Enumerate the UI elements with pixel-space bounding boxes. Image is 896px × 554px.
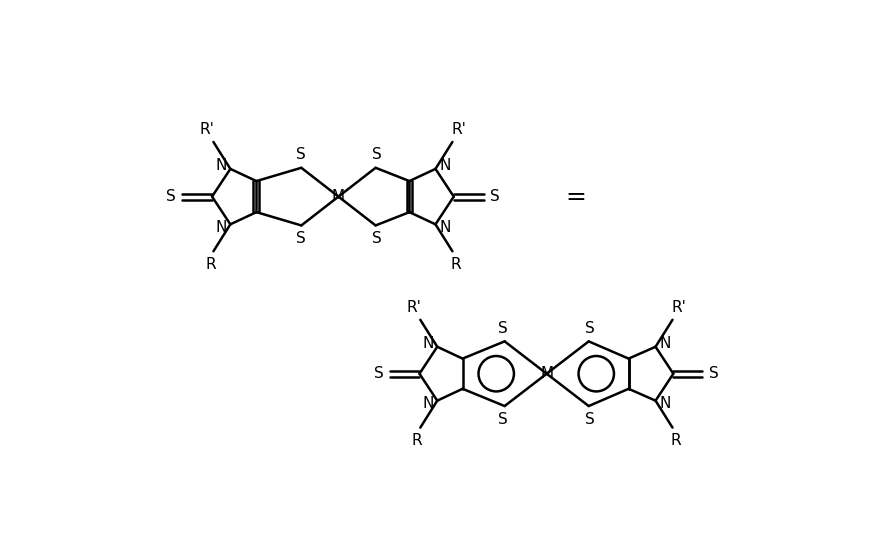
Text: R': R': [407, 300, 422, 315]
Text: N: N: [215, 158, 227, 173]
Text: R: R: [670, 433, 681, 448]
Text: S: S: [490, 189, 500, 204]
Text: M: M: [540, 366, 553, 381]
Text: N: N: [659, 336, 670, 351]
Text: R: R: [412, 433, 423, 448]
Text: M: M: [332, 189, 345, 204]
Text: N: N: [659, 396, 670, 411]
Text: =: =: [565, 184, 587, 209]
Text: S: S: [374, 366, 383, 381]
Text: S: S: [372, 147, 382, 162]
Text: S: S: [498, 412, 508, 427]
Text: S: S: [709, 366, 719, 381]
Text: N: N: [422, 336, 434, 351]
Text: R': R': [671, 300, 686, 315]
Text: S: S: [166, 189, 176, 204]
Text: N: N: [422, 396, 434, 411]
Text: S: S: [296, 231, 306, 246]
Text: S: S: [585, 321, 595, 336]
Text: R': R': [452, 122, 466, 137]
Text: R: R: [450, 257, 461, 272]
Text: S: S: [372, 231, 382, 246]
Text: S: S: [498, 321, 508, 336]
Text: R: R: [205, 257, 216, 272]
Text: N: N: [439, 220, 451, 235]
Text: N: N: [215, 220, 227, 235]
Text: S: S: [585, 412, 595, 427]
Text: S: S: [296, 147, 306, 162]
Text: N: N: [439, 158, 451, 173]
Text: R': R': [200, 122, 215, 137]
